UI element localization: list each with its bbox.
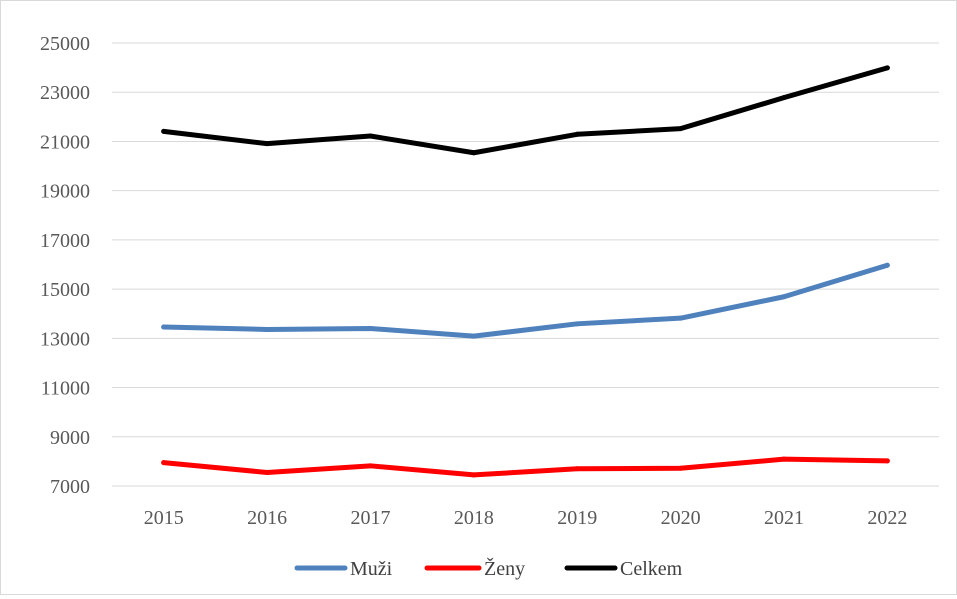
data-point [367, 133, 373, 139]
x-tick-label: 2021 [764, 507, 804, 529]
legend-label: Ženy [484, 557, 525, 580]
y-tick-label: 7000 [50, 476, 90, 498]
series-3 [161, 65, 890, 156]
y-tick-label: 13000 [40, 328, 90, 350]
y-axis-tick-labels: 7000 9000 11000 13000 15000 17000 19000 21000 23… [40, 33, 90, 498]
series-line [161, 456, 890, 478]
x-tick-label: 2015 [144, 507, 184, 529]
series-lines [161, 65, 890, 478]
data-point [471, 150, 477, 156]
data-point [264, 469, 270, 475]
series-2 [161, 456, 890, 478]
data-point [884, 65, 890, 71]
data-point [264, 326, 270, 332]
y-tick-label: 21000 [40, 131, 90, 153]
data-point [367, 463, 373, 469]
data-point [471, 472, 477, 478]
gridlines [112, 42, 939, 487]
data-point [781, 456, 787, 462]
data-point [574, 321, 580, 327]
data-point [781, 294, 787, 300]
data-point [678, 465, 684, 471]
legend-entry: Muži [294, 558, 393, 580]
data-point [161, 460, 167, 466]
data-point [574, 131, 580, 137]
x-tick-label: 2018 [454, 507, 494, 529]
legend-label: Celkem [620, 558, 683, 580]
series-line [161, 65, 890, 156]
data-point [781, 95, 787, 101]
y-tick-label: 15000 [40, 279, 90, 301]
data-point [264, 141, 270, 147]
y-tick-label: 23000 [40, 82, 90, 104]
data-point [678, 126, 684, 132]
data-point [161, 128, 167, 134]
series-1 [161, 262, 890, 339]
data-point [678, 315, 684, 321]
x-tick-label: 2016 [247, 507, 287, 529]
data-point [884, 262, 890, 268]
x-tick-label: 2022 [867, 507, 907, 529]
y-tick-label: 9000 [50, 427, 90, 449]
x-tick-label: 2020 [661, 507, 701, 529]
legend: Muži Ženy Celkem [294, 557, 683, 580]
y-tick-label: 19000 [40, 181, 90, 203]
data-point [161, 324, 167, 330]
y-tick-label: 11000 [41, 378, 90, 400]
data-point [884, 458, 890, 464]
y-tick-label: 25000 [40, 33, 90, 55]
x-tick-label: 2017 [350, 507, 390, 529]
data-point [367, 325, 373, 331]
series-line [161, 262, 890, 339]
legend-label: Muži [350, 558, 393, 580]
data-point [471, 333, 477, 339]
data-point [574, 466, 580, 472]
legend-entry: Celkem [564, 558, 683, 580]
legend-entry: Ženy [424, 557, 525, 580]
x-axis-tick-labels: 2015 2016 2017 2018 2019 2020 2021 2022 [144, 507, 908, 529]
x-tick-label: 2019 [557, 507, 597, 529]
y-tick-label: 17000 [40, 230, 90, 252]
